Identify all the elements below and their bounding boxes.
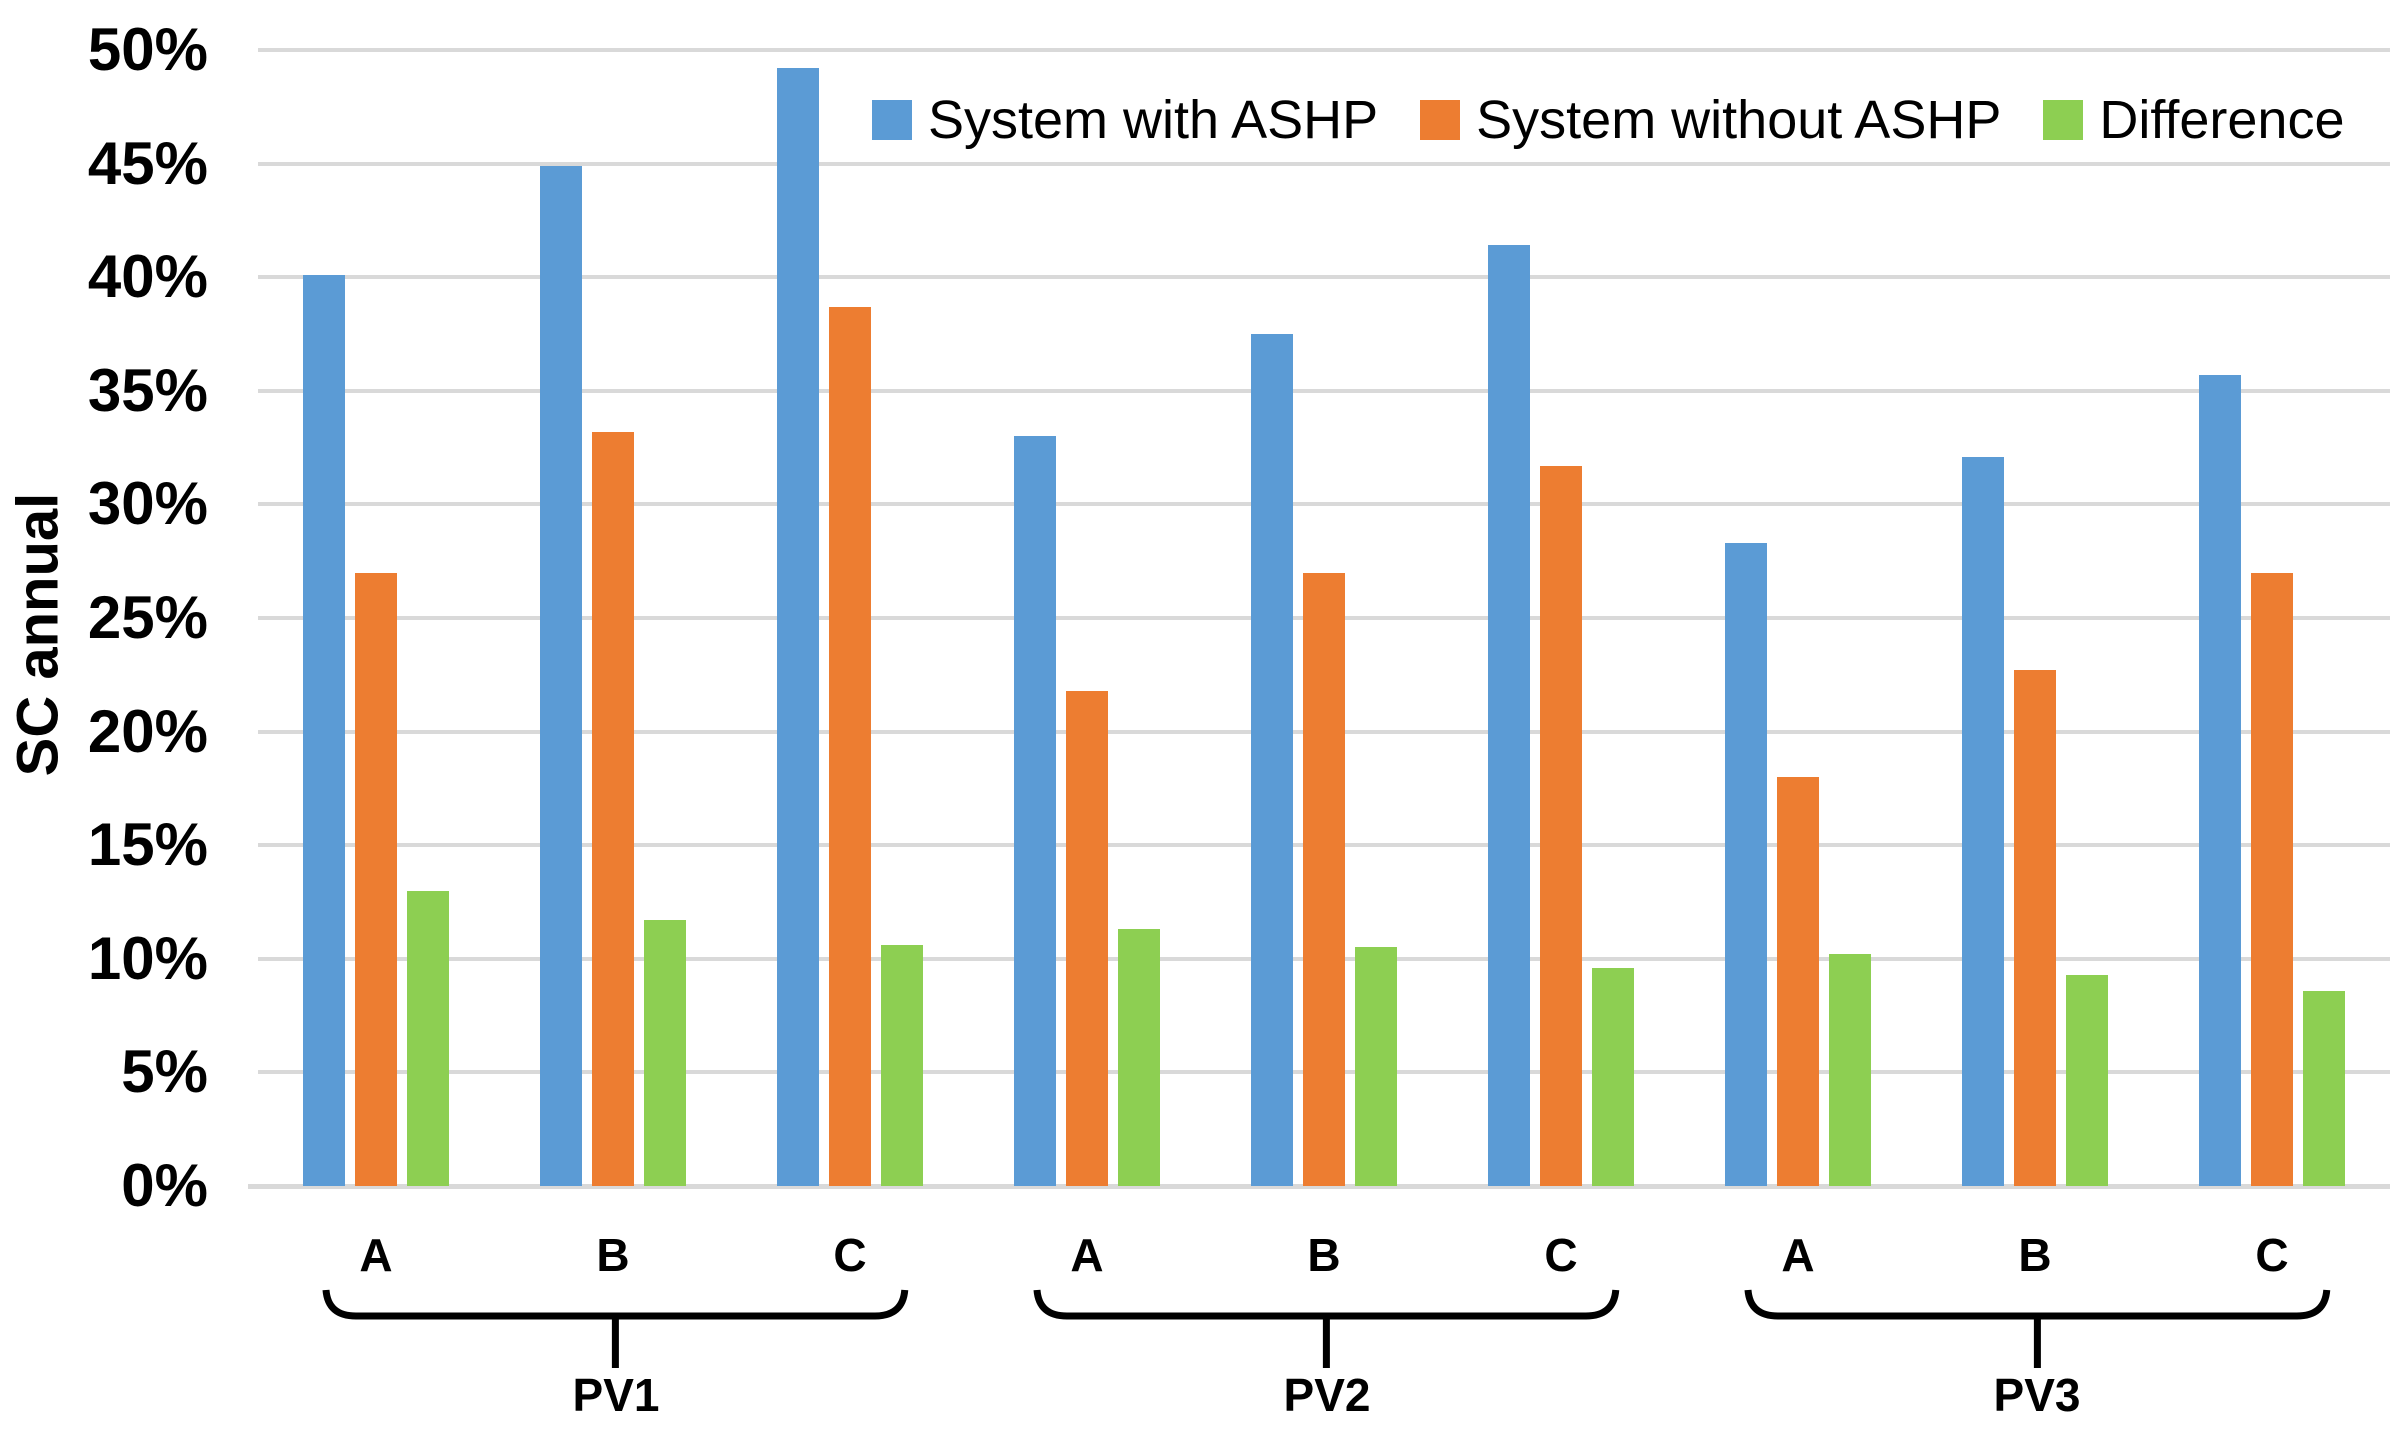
category-label: C: [833, 1229, 867, 1281]
y-tick-label: 5%: [121, 1038, 208, 1105]
bar-difference: [2066, 975, 2108, 1186]
legend-label: Difference: [2099, 90, 2345, 150]
bar-difference: [644, 920, 686, 1186]
category-label: A: [1781, 1229, 1815, 1281]
y-tick-label: 20%: [87, 698, 208, 765]
bar-difference: [1355, 947, 1397, 1186]
category-label: B: [596, 1229, 630, 1281]
gridline: [258, 48, 2390, 52]
bar-system-without-ashp: [1540, 466, 1582, 1186]
legend-label: System without ASHP: [1476, 90, 2002, 150]
y-tick-label: 35%: [87, 357, 208, 424]
y-tick-label: 45%: [87, 130, 208, 197]
gridline: [258, 502, 2390, 506]
bar-system-without-ashp: [2014, 670, 2056, 1186]
bar-system-without-ashp: [1066, 691, 1108, 1186]
legend-swatch-blue-icon: [872, 100, 912, 140]
group-bracket: [322, 1289, 909, 1368]
bar-system-without-ashp: [592, 432, 634, 1186]
legend: System with ASHP System without ASHP Dif…: [872, 92, 2345, 148]
y-tick-label: 50%: [87, 16, 208, 83]
bar-system-with-ashp: [1014, 436, 1056, 1186]
bar-system-with-ashp: [777, 68, 819, 1186]
bar-system-with-ashp: [540, 166, 582, 1186]
bar-system-with-ashp: [1488, 245, 1530, 1186]
category-label: A: [1070, 1229, 1104, 1281]
group-bracket: [1744, 1289, 2331, 1368]
category-label: B: [1307, 1229, 1341, 1281]
group-label: PV2: [1283, 1369, 1371, 1421]
y-tick-label: 30%: [87, 470, 208, 537]
bar-system-with-ashp: [2199, 375, 2241, 1186]
legend-item-system-without-ashp: System without ASHP: [1420, 92, 2001, 148]
bar-difference: [1118, 929, 1160, 1186]
bar-difference: [881, 945, 923, 1186]
y-tick-label: 15%: [87, 811, 208, 878]
category-label: A: [359, 1229, 393, 1281]
gridline: [258, 275, 2390, 279]
bar-system-with-ashp: [1725, 543, 1767, 1186]
y-tick-label: 40%: [87, 243, 208, 310]
category-label: C: [1544, 1229, 1578, 1281]
group-label: PV3: [1993, 1369, 2081, 1421]
bar-system-without-ashp: [1777, 777, 1819, 1186]
y-tick-label: 25%: [87, 584, 208, 651]
legend-label: System with ASHP: [928, 90, 1379, 150]
x-axis-line: [248, 1184, 2390, 1189]
legend-swatch-orange-icon: [1420, 100, 1461, 140]
legend-item-difference: Difference: [2043, 90, 2345, 150]
bar-system-without-ashp: [2251, 573, 2293, 1186]
group-bracket: [1033, 1289, 1620, 1368]
group-label: PV1: [572, 1369, 660, 1421]
bar-system-with-ashp: [303, 275, 345, 1186]
bar-system-with-ashp: [1962, 457, 2004, 1186]
legend-swatch-green-icon: [2043, 100, 2084, 140]
category-label: C: [2255, 1229, 2289, 1281]
bar-difference: [1829, 954, 1871, 1186]
legend-item-system-with-ashp: System with ASHP: [872, 92, 1378, 148]
category-label: B: [2018, 1229, 2052, 1281]
bar-difference: [1592, 968, 1634, 1186]
bar-difference: [2303, 991, 2345, 1186]
bar-system-with-ashp: [1251, 334, 1293, 1186]
bar-system-without-ashp: [1303, 573, 1345, 1186]
y-tick-label: 0%: [121, 1152, 208, 1219]
bar-difference: [407, 891, 449, 1186]
gridline: [258, 389, 2390, 393]
bar-system-without-ashp: [355, 573, 397, 1186]
bar-system-without-ashp: [829, 307, 871, 1186]
gridline: [258, 162, 2390, 166]
y-tick-label: 10%: [87, 925, 208, 992]
